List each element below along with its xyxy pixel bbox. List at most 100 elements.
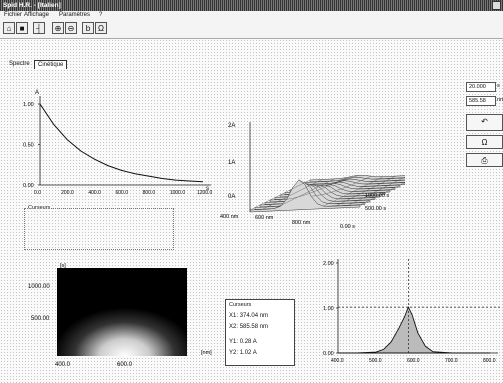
spectrum-x-tick-label: 400.0 bbox=[331, 358, 344, 364]
heatmap-intensity bbox=[57, 268, 187, 356]
zoom-in-icon[interactable]: ⊕ bbox=[52, 22, 64, 34]
menu-parametres[interactable]: Paramètres bbox=[59, 12, 91, 18]
surface-mesh-column bbox=[298, 175, 359, 186]
kinetic-y-tick-label: 1.00 bbox=[23, 102, 34, 108]
rotate-view-button[interactable]: ↶ bbox=[466, 114, 503, 131]
surface-mesh-column bbox=[347, 176, 405, 206]
y1-unit: A bbox=[252, 339, 257, 345]
kinetic-x-tick-label: 400.0 bbox=[88, 190, 101, 196]
surface-mesh-column bbox=[274, 178, 335, 209]
surface-x-tick-800: 800 nm bbox=[292, 220, 311, 226]
surface-z-tick-1a: 1A bbox=[228, 160, 235, 166]
surface-y-tick-500: 500.00 s bbox=[365, 206, 386, 212]
kinetic-x-tick-label: 800.0 bbox=[143, 190, 156, 196]
kinetic-y-label: A bbox=[35, 90, 39, 96]
spectrum-area bbox=[338, 305, 490, 354]
menu-affichage[interactable]: Affichage bbox=[24, 12, 49, 18]
kinetic-series-line bbox=[39, 103, 204, 183]
x2-unit: nm bbox=[259, 324, 269, 330]
x1-value: 374.04 bbox=[239, 313, 259, 319]
surface-y-tick-0: 0.00 s bbox=[340, 224, 355, 230]
tab-spectre[interactable]: Spectre bbox=[9, 61, 30, 67]
kinetic-x-tick-label: 600.0 bbox=[116, 190, 129, 196]
sigma-icon[interactable]: Ω bbox=[95, 22, 107, 34]
heatmap-y-tick-1000: 1000.00 bbox=[28, 284, 50, 290]
heatmap-y-tick-500: 500.00 bbox=[31, 316, 50, 322]
spectrum-x-tick-label: 800.0 bbox=[483, 358, 496, 364]
surface-y-tick-1000: 1000.00 s bbox=[365, 193, 389, 199]
y2-label: Y2: bbox=[229, 350, 239, 356]
surface-mesh bbox=[249, 174, 405, 213]
heatmap-x-tick-600: 600.0 bbox=[117, 362, 133, 368]
toolbar: ⌂ ■ ┤ ⊕ ⊖ b Ω bbox=[0, 20, 503, 39]
menu-help[interactable]: ? bbox=[99, 12, 103, 18]
kinetic-y-tick-label: 0.00 bbox=[23, 183, 34, 189]
kinetic-axes: 1.00 0.50 0.000.0 200.0 400.0 600.0 800.0 1000.… bbox=[23, 96, 213, 196]
menu-fichier[interactable]: Fichier bbox=[4, 12, 23, 18]
cursor-tool-icon[interactable]: ┤ bbox=[33, 22, 45, 34]
cursor-y2-row: Y2: 1.02 A bbox=[229, 350, 257, 356]
kinetic-x-tick-label: 1200.0 bbox=[197, 190, 213, 196]
spectrum-y-tick-label: 2.00 bbox=[323, 261, 334, 267]
cursor-y1-row: Y1: 0.28 A bbox=[229, 339, 257, 345]
surface-z-tick-0a: 0A bbox=[228, 194, 235, 200]
text-tool-icon[interactable]: b bbox=[82, 22, 94, 34]
surface-mesh-column bbox=[335, 175, 396, 207]
surface-mesh-column bbox=[249, 179, 311, 211]
spectrum-x-tick-label: 600.0 bbox=[407, 358, 420, 364]
x1-unit: nm bbox=[259, 313, 269, 319]
wavelength-unit: nm bbox=[497, 97, 503, 103]
surface-x-tick-600: 600 nm bbox=[255, 215, 274, 221]
left-cursor-title: Curseurs bbox=[28, 205, 51, 211]
cursor-readout-panel: Curseurs X1: 374.04 nm X2: 585.58 nm Y1:… bbox=[225, 299, 295, 366]
tab-cinetique[interactable]: Cinétique bbox=[34, 60, 68, 69]
surface-mesh-column bbox=[286, 177, 347, 200]
window-title: Spid H.R. - [Italien] bbox=[3, 2, 61, 9]
heatmap-x-tick-400: 400.0 bbox=[55, 362, 71, 368]
kinetic-y-tick-label: 0.50 bbox=[23, 143, 34, 149]
surface-z-tick-2a: 2A bbox=[228, 123, 235, 129]
surface-3d-chart: 2A 1A 0A 400 nm 600 nm 800 nm 1000.00 s … bbox=[220, 122, 405, 230]
kinetic-x-label: s bbox=[206, 186, 209, 192]
cursor-x1-row: X1: 374.04 nm bbox=[229, 313, 268, 319]
cursor-readout-title: Curseurs bbox=[229, 302, 252, 308]
wavelength-field[interactable]: 585.58 bbox=[466, 96, 496, 106]
spectrum-y-tick-label: 1.00 bbox=[323, 306, 334, 312]
kinetic-x-tick-label: 1000.0 bbox=[170, 190, 186, 196]
left-cursor-panel: Curseurs bbox=[24, 205, 174, 250]
time-field[interactable]: 20.000 bbox=[466, 82, 496, 92]
time-unit: s bbox=[497, 83, 500, 89]
heatmap-y-label: [s] bbox=[60, 263, 66, 269]
kinetic-chart: 1.00 0.50 0.000.0 200.0 400.0 600.0 800.0 1000.… bbox=[23, 90, 213, 196]
zoom-out-icon[interactable]: ⊖ bbox=[65, 22, 77, 34]
x1-label: X1: bbox=[229, 313, 239, 319]
surface-mesh-column bbox=[323, 176, 384, 207]
tab-bar: Spectre Cinétique bbox=[0, 60, 503, 71]
spectrum-x-tick-label: 700.0 bbox=[445, 358, 458, 364]
title-bar: Spid H.R. - [Italien] bbox=[0, 0, 503, 11]
sigma-button[interactable]: Ω bbox=[466, 135, 503, 149]
surface-x-tick-400: 400 nm bbox=[220, 214, 239, 220]
spectrum-x-tick-label: 500.0 bbox=[369, 358, 382, 364]
y2-unit: A bbox=[252, 350, 257, 356]
y2-value: 1.02 bbox=[239, 350, 252, 356]
x2-label: X2: bbox=[229, 324, 239, 330]
close-button[interactable] bbox=[492, 1, 501, 10]
menu-bar: Fichier Affichage Paramètres ? bbox=[0, 11, 503, 20]
heatmap-chart: [s] 1000.00 500.00 400.0 600.0 [nm] bbox=[28, 263, 212, 368]
x2-value: 585.58 bbox=[239, 324, 259, 330]
y1-label: Y1: bbox=[229, 339, 239, 345]
surface-mesh-column bbox=[359, 182, 405, 206]
open-file-icon[interactable]: ⌂ bbox=[3, 22, 15, 34]
kinetic-x-tick-label: 0.0 bbox=[34, 190, 41, 196]
surface-mesh-row bbox=[249, 179, 361, 213]
surface-mesh-column bbox=[311, 176, 372, 197]
save-icon[interactable]: ■ bbox=[16, 22, 28, 34]
y1-value: 0.28 bbox=[239, 339, 252, 345]
print-button[interactable]: ⎙ bbox=[466, 153, 503, 167]
kinetic-x-tick-label: 200.0 bbox=[61, 190, 74, 196]
cursor-x2-row: X2: 585.58 nm bbox=[229, 324, 268, 330]
heatmap-x-label: [nm] bbox=[201, 350, 212, 356]
spectrum-y-tick-label: 0.00 bbox=[323, 351, 334, 357]
